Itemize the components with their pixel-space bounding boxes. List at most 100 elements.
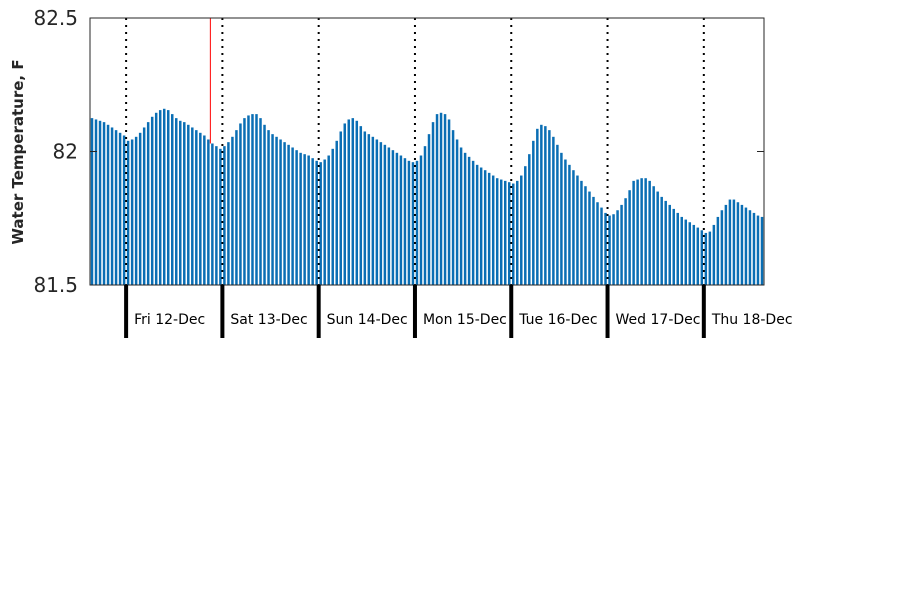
bar [347, 119, 351, 286]
bar [624, 198, 627, 285]
bar [279, 139, 282, 285]
bar [219, 148, 222, 285]
bar [463, 152, 467, 285]
bar [379, 142, 383, 285]
bar [122, 135, 126, 285]
bar [608, 215, 611, 285]
day-label: Sun 14-Dec [327, 312, 408, 328]
bar [520, 175, 523, 285]
bars-layer [90, 108, 764, 286]
bar [692, 224, 696, 285]
bar [142, 127, 146, 285]
bar [716, 216, 720, 285]
bar [311, 158, 314, 285]
bar [620, 204, 623, 285]
bar [183, 122, 186, 285]
bar [215, 146, 218, 285]
bar [211, 143, 214, 285]
bar [584, 186, 587, 285]
bar [227, 142, 230, 285]
bar [403, 158, 407, 285]
bar [499, 179, 503, 285]
y-axis-label: Water Temperature, F [9, 59, 27, 244]
bar [744, 207, 748, 285]
bar [596, 202, 599, 285]
bar [491, 175, 495, 285]
bar [235, 130, 238, 285]
bar [223, 146, 226, 285]
bar [676, 212, 679, 285]
bar [664, 200, 667, 285]
bar [528, 154, 531, 285]
bar [612, 214, 615, 285]
bar [166, 110, 170, 285]
bar [90, 118, 94, 286]
day-label: Mon 15-Dec [423, 312, 507, 328]
bar [299, 152, 302, 285]
bar [712, 224, 716, 285]
bar [323, 159, 326, 285]
bar [532, 140, 535, 285]
bar [696, 227, 700, 285]
bar [271, 134, 274, 285]
bar [138, 132, 142, 285]
bar [760, 216, 764, 285]
bar [363, 131, 367, 285]
bar [503, 180, 507, 285]
bar [207, 139, 210, 285]
bar [427, 134, 431, 285]
bar [479, 167, 483, 285]
bar [560, 152, 563, 285]
x-axis-day-markers: Fri 12-Dec Sat 13-Dec Sun 14-Dec Mon 15-Dec… [124, 285, 793, 338]
bar [407, 160, 411, 285]
bar [191, 127, 194, 285]
bar [130, 139, 134, 285]
bar [740, 204, 744, 285]
bar [134, 136, 138, 285]
bar [259, 118, 262, 286]
bar [303, 154, 306, 285]
bar [162, 108, 166, 285]
bar [275, 136, 278, 285]
bar [203, 135, 206, 285]
bar [708, 231, 712, 285]
bar [568, 164, 571, 285]
bar [255, 114, 258, 286]
bar [548, 130, 551, 285]
bar [439, 112, 443, 285]
bar [487, 172, 491, 285]
bar [154, 112, 158, 285]
bar [287, 144, 290, 285]
bar [175, 118, 178, 286]
bar [351, 118, 355, 286]
bar [443, 114, 447, 286]
bar [339, 131, 342, 285]
bar [576, 175, 579, 285]
bar [94, 119, 98, 286]
bar [592, 196, 595, 285]
bar [110, 127, 114, 285]
bar [644, 178, 647, 285]
bar [187, 124, 190, 285]
bar [383, 144, 387, 285]
bar [375, 139, 379, 285]
bar [680, 216, 683, 285]
bar [660, 196, 663, 285]
bar [600, 207, 603, 285]
bar [572, 170, 575, 285]
bar [536, 128, 539, 285]
bar [171, 114, 174, 286]
bar [736, 202, 740, 285]
bar [556, 144, 559, 285]
bar [483, 170, 487, 285]
bar [588, 191, 591, 285]
bar [179, 120, 182, 285]
bar [540, 124, 543, 285]
bar [728, 199, 732, 285]
bar [283, 142, 286, 285]
bar [367, 134, 371, 285]
bar [704, 232, 708, 285]
bar [146, 122, 150, 285]
bar [459, 147, 463, 285]
bar [98, 120, 102, 285]
